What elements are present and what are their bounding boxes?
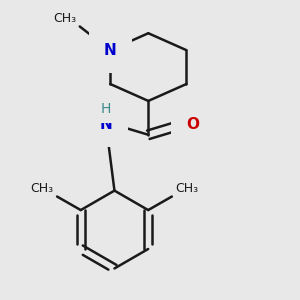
Text: N: N — [100, 117, 112, 132]
Text: N: N — [104, 43, 117, 58]
Text: CH₃: CH₃ — [31, 182, 54, 195]
Text: CH₃: CH₃ — [53, 12, 76, 25]
Text: O: O — [186, 117, 199, 132]
Text: CH₃: CH₃ — [175, 182, 198, 195]
Text: H: H — [101, 102, 111, 116]
